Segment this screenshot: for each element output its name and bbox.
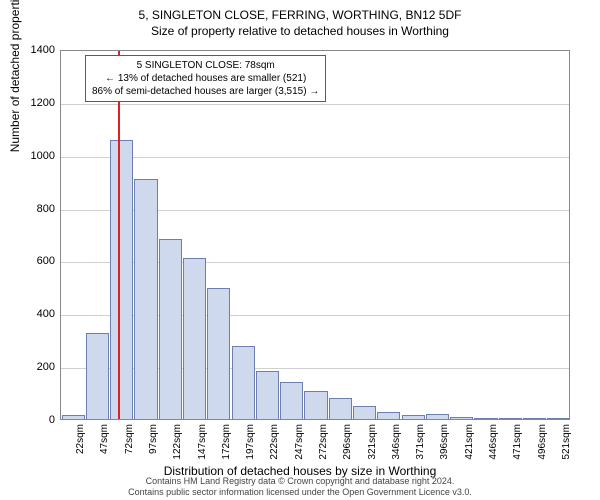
annotation-box: 5 SINGLETON CLOSE: 78sqm ← 13% of detach… (85, 55, 326, 102)
x-tick-label: 22sqm (75, 424, 86, 454)
x-tick-label: 197sqm (245, 424, 256, 460)
grid-line (61, 104, 569, 105)
histogram-bar (450, 417, 473, 419)
x-tick-label: 97sqm (148, 424, 159, 454)
histogram-bar (280, 382, 303, 419)
y-axis-label: Number of detached properties (8, 0, 22, 152)
histogram-bar (159, 239, 182, 419)
x-tick-label: 521sqm (561, 424, 572, 460)
annotation-line-2: ← 13% of detached houses are smaller (52… (92, 72, 319, 85)
histogram-bar (474, 418, 497, 419)
x-tick-label: 496sqm (537, 424, 548, 460)
histogram-bar (183, 258, 206, 419)
x-tick-label: 47sqm (99, 424, 110, 454)
x-tick-label: 346sqm (391, 424, 402, 460)
histogram-bar (547, 418, 570, 419)
histogram-bar (377, 412, 400, 419)
histogram-bar (353, 406, 376, 419)
x-tick-label: 272sqm (318, 424, 329, 460)
x-tick-label: 222sqm (269, 424, 280, 460)
x-tick-label: 471sqm (512, 424, 523, 460)
chart-container: 5, SINGLETON CLOSE, FERRING, WORTHING, B… (0, 0, 600, 500)
x-tick-label: 147sqm (197, 424, 208, 460)
y-tick-label: 400 (15, 308, 55, 320)
histogram-bar (86, 333, 109, 419)
x-tick-label: 247sqm (294, 424, 305, 460)
marker-line (118, 51, 120, 419)
histogram-bar (232, 346, 255, 419)
grid-line (61, 157, 569, 158)
x-tick-label: 296sqm (342, 424, 353, 460)
histogram-bar (62, 415, 85, 419)
x-tick-label: 371sqm (415, 424, 426, 460)
histogram-bar (256, 371, 279, 419)
histogram-bar (329, 398, 352, 419)
histogram-bar (134, 179, 157, 420)
y-tick-label: 0 (15, 414, 55, 426)
histogram-bar (499, 418, 522, 419)
y-tick-label: 1000 (15, 150, 55, 162)
y-tick-label: 600 (15, 255, 55, 267)
y-tick-label: 200 (15, 361, 55, 373)
chart-title-sub: Size of property relative to detached ho… (0, 22, 600, 38)
y-tick-label: 1200 (15, 97, 55, 109)
footer-text: Contains HM Land Registry data © Crown c… (0, 476, 600, 498)
histogram-bar (207, 288, 230, 419)
chart-title-main: 5, SINGLETON CLOSE, FERRING, WORTHING, B… (0, 0, 600, 22)
footer-line-2: Contains public sector information licen… (0, 487, 600, 498)
y-tick-label: 800 (15, 203, 55, 215)
histogram-bar (110, 140, 133, 419)
x-tick-label: 321sqm (367, 424, 378, 460)
plot-area (60, 50, 570, 420)
y-tick-label: 1400 (15, 44, 55, 56)
x-tick-label: 421sqm (464, 424, 475, 460)
histogram-bar (426, 414, 449, 419)
annotation-line-3: 86% of semi-detached houses are larger (… (92, 85, 319, 98)
histogram-bar (402, 415, 425, 419)
annotation-line-1: 5 SINGLETON CLOSE: 78sqm (92, 59, 319, 72)
histogram-bar (304, 391, 327, 419)
x-tick-label: 122sqm (172, 424, 183, 460)
x-tick-label: 446sqm (488, 424, 499, 460)
x-tick-label: 172sqm (221, 424, 232, 460)
x-tick-label: 396sqm (439, 424, 450, 460)
footer-line-1: Contains HM Land Registry data © Crown c… (0, 476, 600, 487)
histogram-bar (523, 418, 546, 419)
x-tick-label: 72sqm (124, 424, 135, 454)
